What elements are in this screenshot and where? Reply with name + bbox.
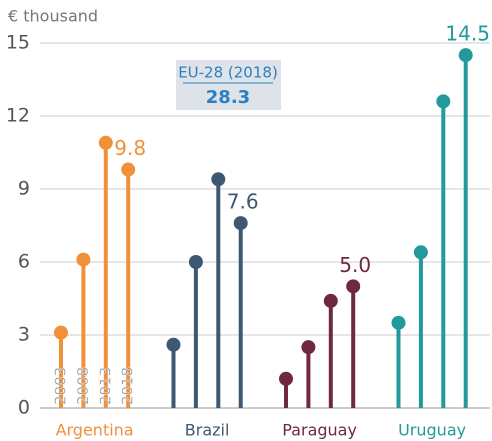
dot (188, 255, 203, 269)
data-label: 5.0 (339, 253, 371, 277)
dot (458, 48, 473, 63)
dot (301, 340, 316, 355)
y-tick-label: 3 (18, 324, 30, 346)
dot (391, 315, 406, 330)
y-tick-label: 0 (18, 397, 30, 419)
x-tick-label: 2008 (74, 367, 92, 405)
y-tick-label: 6 (18, 251, 30, 273)
legend-label: Brazil (185, 421, 230, 440)
data-label: 14.5 (445, 22, 490, 46)
dot (279, 371, 293, 386)
y-tick-label: 9 (18, 178, 30, 200)
y-axis-label: € thousand (8, 7, 98, 26)
x-tick-label: 2003 (52, 367, 70, 405)
dot (346, 279, 361, 294)
legend-label: Argentina (56, 421, 134, 440)
x-tick-label: 2018 (119, 367, 137, 405)
data-label: 7.6 (227, 190, 259, 214)
annotation-value: 28.3 (206, 87, 250, 108)
dot (121, 162, 136, 177)
dot (98, 135, 113, 150)
dot (54, 325, 68, 340)
dot (323, 293, 338, 308)
annotation-label: EU-28 (2018) (178, 64, 278, 82)
x-tick-label: 2013 (96, 367, 114, 405)
y-tick-label: 12 (6, 105, 30, 127)
legend-label: Uruguay (398, 421, 466, 440)
dot (166, 337, 181, 352)
dot (233, 216, 248, 231)
annotation-box (176, 60, 281, 110)
dot (76, 252, 91, 267)
dot (436, 94, 451, 109)
dot (413, 245, 428, 260)
y-tick-label: 15 (6, 32, 30, 54)
dot (211, 172, 226, 187)
legend-label: Paraguay (282, 421, 357, 440)
data-label: 9.8 (114, 136, 146, 160)
